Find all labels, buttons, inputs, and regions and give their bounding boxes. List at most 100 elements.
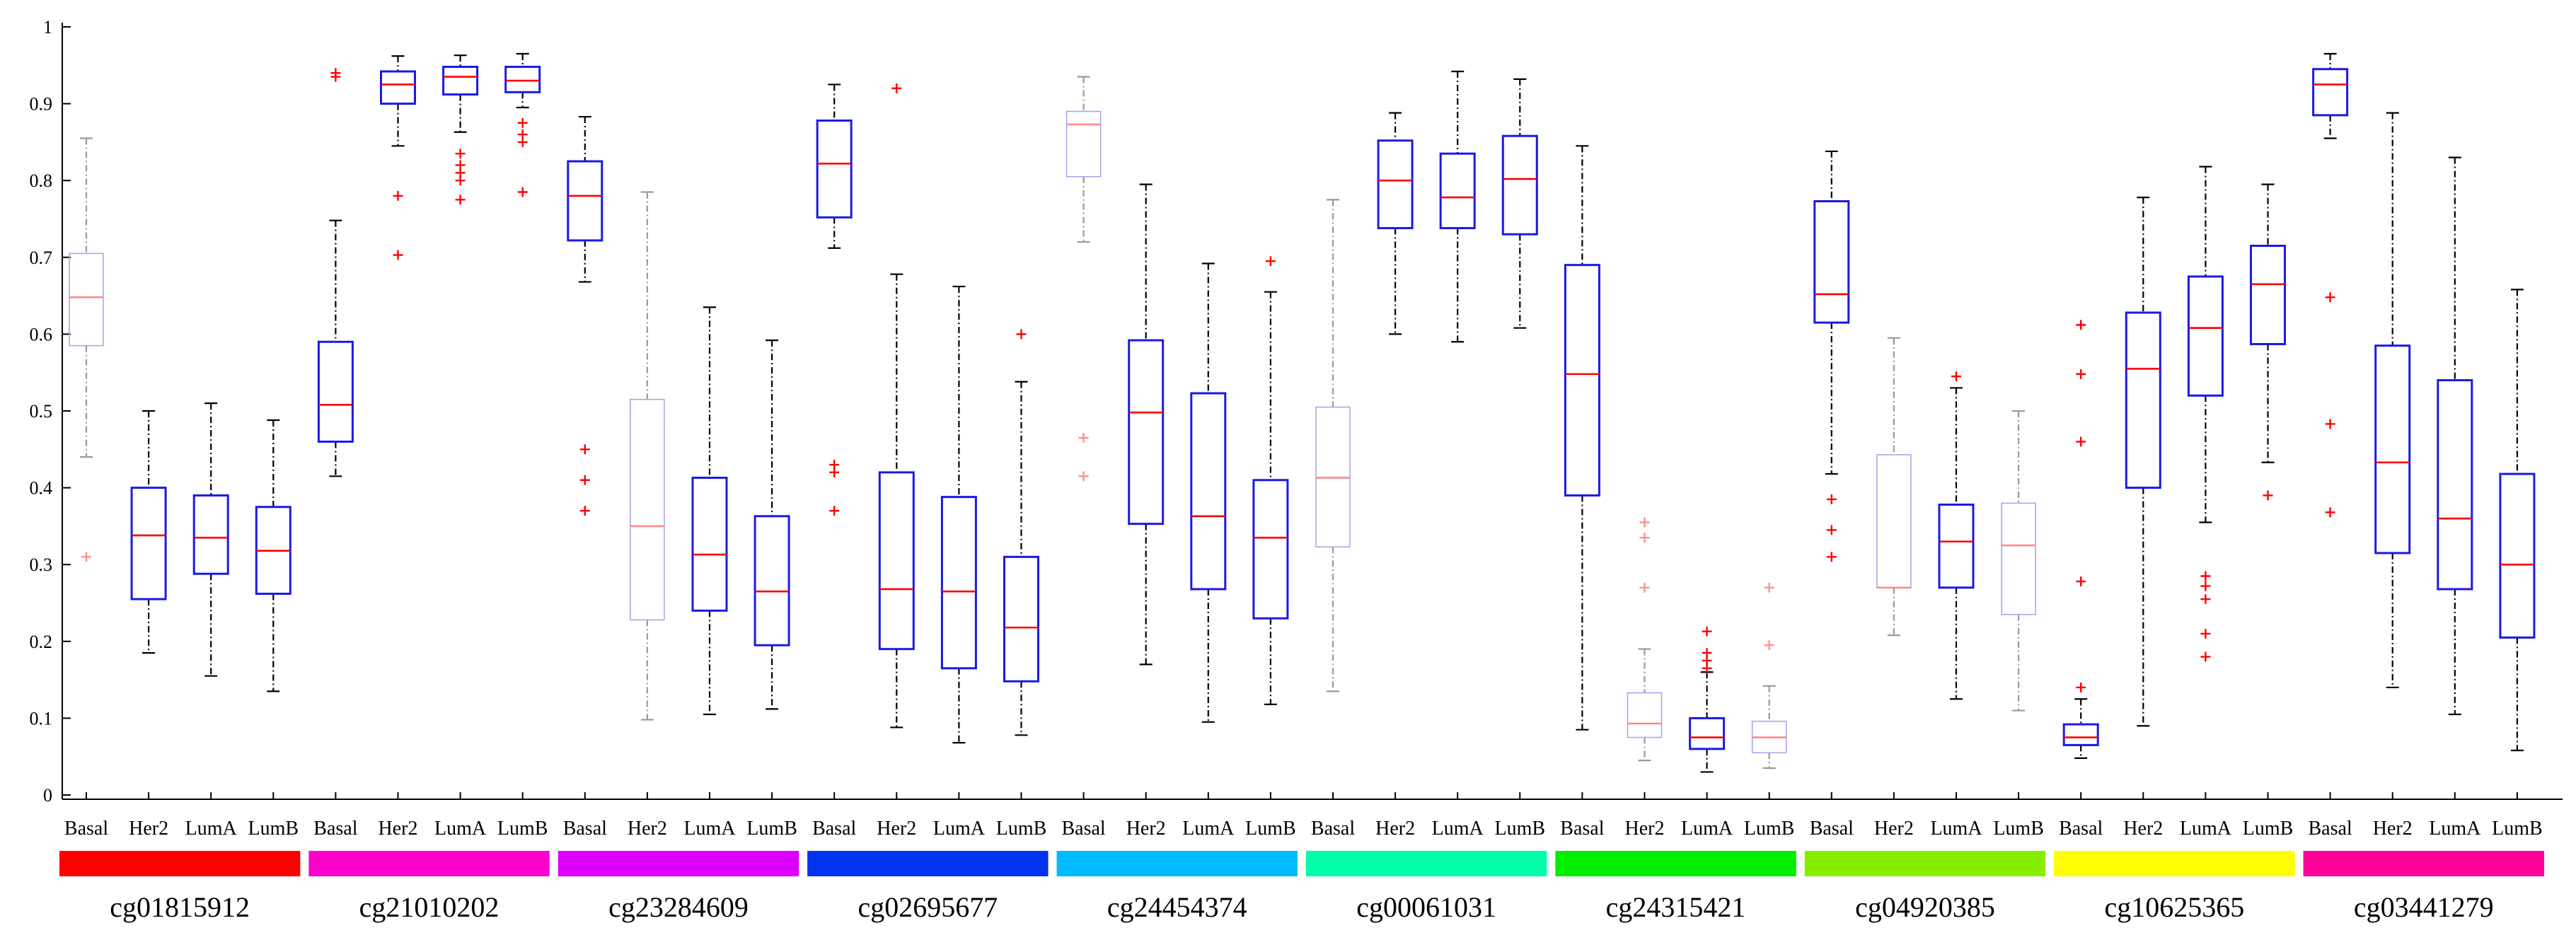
box-iqr (130, 487, 167, 600)
outlier-point (579, 506, 590, 516)
outlier-point (1639, 582, 1650, 593)
y-tick-label: 0.8 (30, 170, 53, 191)
subtype-label: LumA (185, 818, 238, 840)
outlier-point (1951, 371, 1961, 382)
y-tick-label: 0.6 (30, 324, 53, 344)
subtype-label: Her2 (628, 818, 667, 840)
outlier-point (2200, 628, 2211, 639)
y-tick-label: 0.5 (30, 401, 53, 422)
outlier-point (393, 250, 403, 260)
subtype-label: LumA (2429, 818, 2481, 840)
subtype-label: Her2 (129, 818, 168, 840)
outlier-point (1016, 329, 1027, 340)
box-iqr (691, 476, 728, 612)
outlier-point (1826, 494, 1837, 504)
box-iqr (1627, 692, 1663, 738)
outlier-point (81, 552, 91, 562)
y-tick-label: 1 (43, 17, 52, 37)
box-iqr (2250, 245, 2286, 346)
subtype-label: Her2 (1625, 818, 1665, 840)
y-tick-label: 0.4 (30, 478, 53, 499)
box-iqr (2437, 379, 2473, 591)
outlier-point (1078, 433, 1089, 443)
outlier-point (579, 475, 590, 485)
group-color-bar (1804, 851, 2046, 876)
subtype-label: LumB (1245, 818, 1296, 840)
group-color-bar (1555, 851, 1796, 876)
gene-label: cg04920385 (1855, 891, 1995, 923)
box-iqr (1252, 479, 1289, 620)
outlier-point (517, 117, 528, 128)
outlier-point (2325, 292, 2335, 303)
outlier-point (2325, 419, 2335, 429)
subtype-label: Her2 (2373, 818, 2413, 840)
subtype-label: Her2 (1126, 818, 1166, 840)
gene-label: cg24454374 (1107, 891, 1247, 923)
axes: 0 0.1 0.2 0.3 0.4 0.5 0.6 0.7 0.8 0.9 1 (30, 17, 2563, 806)
box-iqr (1501, 134, 1538, 236)
box-iqr (2001, 502, 2036, 615)
box-iqr (2187, 275, 2224, 397)
subtype-label: Basal (313, 818, 357, 840)
group-color-bar (2054, 851, 2295, 876)
outlier-point (2200, 571, 2211, 581)
subtype-label: Basal (1560, 818, 1604, 840)
subtype-label: LumA (1930, 818, 1982, 840)
box-iqr (753, 515, 790, 646)
subtype-label: Basal (1810, 818, 1854, 840)
outlier-point (1826, 525, 1837, 535)
subtype-label: LumB (2492, 818, 2543, 840)
box-iqr (567, 160, 603, 242)
outlier-point (517, 187, 528, 197)
group-color-bars: cg01815912 cg21010202 cg23284609 cg02695677… (59, 851, 2544, 923)
group-color-bar (1056, 851, 1298, 876)
box-iqr (2499, 472, 2536, 639)
subtype-label: Basal (2059, 818, 2103, 840)
outlier-point (455, 175, 466, 186)
y-tick-label: 0.2 (30, 632, 53, 652)
group-color-bar (1305, 851, 1547, 876)
subtype-label: LumB (1993, 818, 2044, 840)
subtype-label: LumA (1432, 818, 1484, 840)
subtype-label: LumA (933, 818, 986, 840)
subtype-label: Her2 (2123, 818, 2163, 840)
box-iqr (504, 65, 541, 93)
box-iqr (1128, 339, 1165, 526)
box-series (69, 52, 2536, 773)
box-iqr (2062, 723, 2099, 746)
outlier-point (455, 149, 466, 159)
y-tick-label: 0.9 (30, 94, 53, 115)
box-iqr (1065, 110, 1102, 178)
group-color-bar (2303, 851, 2544, 876)
box-iqr (2125, 311, 2161, 489)
outlier-point (829, 467, 840, 477)
subtype-label: LumB (1495, 818, 1546, 840)
y-tick-label: 0.3 (30, 555, 53, 575)
gene-label: cg01815912 (110, 891, 250, 923)
outlier-point (2076, 576, 2086, 587)
box-iqr (380, 70, 416, 105)
subtype-label: LumA (1681, 818, 1733, 840)
subtype-label: LumA (1182, 818, 1235, 840)
outlier-point (579, 444, 590, 455)
y-tick-label: 0.7 (30, 248, 53, 268)
outlier-point (1639, 517, 1650, 528)
box-iqr (1564, 264, 1600, 497)
outlier-point (1826, 552, 1837, 562)
subtype-label: Basal (1311, 818, 1355, 840)
subtype-label: Basal (812, 818, 856, 840)
outlier-point (517, 137, 528, 147)
outlier-point (2076, 682, 2086, 692)
box-iqr (2374, 344, 2411, 555)
outlier-point (1702, 626, 1712, 637)
outlier-point (393, 190, 403, 201)
subtype-label: LumB (2243, 818, 2294, 840)
box-iqr (317, 340, 354, 443)
subtype-label: Basal (563, 818, 607, 840)
outlier-point (2263, 490, 2273, 501)
box-iqr (878, 471, 915, 651)
box-iqr (1190, 392, 1227, 591)
subtype-label: LumA (434, 818, 487, 840)
subtype-label: LumB (497, 818, 548, 840)
subtype-label: LumB (248, 818, 299, 840)
